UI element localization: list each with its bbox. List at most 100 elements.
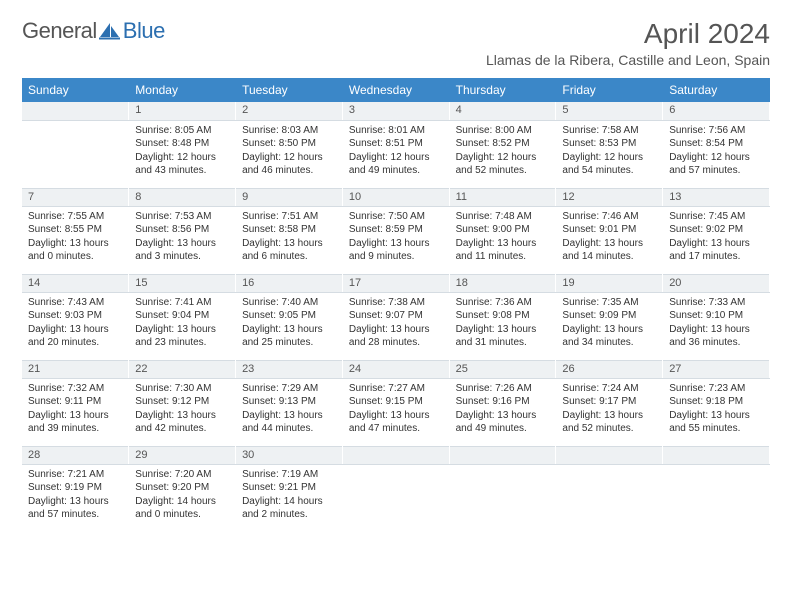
day-content-cell: Sunrise: 8:05 AMSunset: 8:48 PMDaylight:… xyxy=(129,120,236,188)
day-content-cell xyxy=(22,120,129,188)
day-content-cell xyxy=(449,464,556,532)
day-detail-line: and 57 minutes. xyxy=(28,508,122,522)
day-content-cell: Sunrise: 7:58 AMSunset: 8:53 PMDaylight:… xyxy=(556,120,663,188)
day-content-row: Sunrise: 7:21 AMSunset: 9:19 PMDaylight:… xyxy=(22,464,770,532)
day-detail-line: Sunset: 8:50 PM xyxy=(242,137,336,151)
day-content-cell xyxy=(342,464,449,532)
day-detail-line: and 47 minutes. xyxy=(349,422,443,436)
day-detail-line: Sunset: 9:12 PM xyxy=(135,395,229,409)
day-detail-line: Sunrise: 7:33 AM xyxy=(669,296,763,310)
day-number-cell: 6 xyxy=(663,102,770,120)
day-detail-line: Sunrise: 7:56 AM xyxy=(669,124,763,138)
day-detail-line: and 23 minutes. xyxy=(135,336,229,350)
day-content-cell: Sunrise: 7:21 AMSunset: 9:19 PMDaylight:… xyxy=(22,464,129,532)
day-detail-line: Sunset: 8:56 PM xyxy=(135,223,229,237)
day-detail-line: Sunrise: 7:29 AM xyxy=(242,382,336,396)
day-detail-line: Daylight: 12 hours xyxy=(562,151,656,165)
day-number-cell: 28 xyxy=(22,446,129,464)
day-detail-line: Daylight: 12 hours xyxy=(456,151,550,165)
day-detail-line: Sunset: 9:09 PM xyxy=(562,309,656,323)
day-detail-line: Sunset: 8:59 PM xyxy=(349,223,443,237)
day-content-cell: Sunrise: 7:30 AMSunset: 9:12 PMDaylight:… xyxy=(129,378,236,446)
day-detail-line: Sunset: 8:54 PM xyxy=(669,137,763,151)
day-detail-line: Sunset: 9:20 PM xyxy=(135,481,229,495)
day-detail-line: Sunset: 9:21 PM xyxy=(242,481,336,495)
day-detail-line: Sunrise: 7:51 AM xyxy=(242,210,336,224)
day-detail-line: and 2 minutes. xyxy=(242,508,336,522)
day-content-cell: Sunrise: 7:23 AMSunset: 9:18 PMDaylight:… xyxy=(663,378,770,446)
weekday-header: Saturday xyxy=(663,78,770,102)
day-number-cell: 21 xyxy=(22,360,129,378)
day-detail-line: Sunset: 8:55 PM xyxy=(28,223,122,237)
day-detail-line: Sunset: 9:15 PM xyxy=(349,395,443,409)
day-detail-line: Sunrise: 7:40 AM xyxy=(242,296,336,310)
day-number-cell: 24 xyxy=(342,360,449,378)
day-detail-line: Sunset: 8:53 PM xyxy=(562,137,656,151)
day-detail-line: Daylight: 13 hours xyxy=(349,409,443,423)
day-number-cell: 5 xyxy=(556,102,663,120)
day-content-cell: Sunrise: 7:50 AMSunset: 8:59 PMDaylight:… xyxy=(342,206,449,274)
day-detail-line: Daylight: 13 hours xyxy=(28,495,122,509)
day-number-row: 78910111213 xyxy=(22,188,770,206)
logo-text-1: General xyxy=(22,18,97,44)
day-detail-line: Sunrise: 7:19 AM xyxy=(242,468,336,482)
day-detail-line: Daylight: 13 hours xyxy=(242,409,336,423)
day-content-cell: Sunrise: 7:48 AMSunset: 9:00 PMDaylight:… xyxy=(449,206,556,274)
day-number-cell: 3 xyxy=(342,102,449,120)
day-detail-line: Daylight: 13 hours xyxy=(456,323,550,337)
day-detail-line: Daylight: 13 hours xyxy=(28,323,122,337)
day-detail-line: Sunrise: 7:27 AM xyxy=(349,382,443,396)
day-number-cell: 30 xyxy=(236,446,343,464)
day-detail-line: and 14 minutes. xyxy=(562,250,656,264)
day-detail-line: Daylight: 13 hours xyxy=(562,409,656,423)
day-detail-line: Daylight: 13 hours xyxy=(242,323,336,337)
day-number-cell xyxy=(556,446,663,464)
day-detail-line: Sunrise: 7:38 AM xyxy=(349,296,443,310)
day-content-cell: Sunrise: 7:32 AMSunset: 9:11 PMDaylight:… xyxy=(22,378,129,446)
day-detail-line: Sunrise: 7:26 AM xyxy=(456,382,550,396)
day-content-cell: Sunrise: 7:56 AMSunset: 8:54 PMDaylight:… xyxy=(663,120,770,188)
day-content-cell: Sunrise: 7:41 AMSunset: 9:04 PMDaylight:… xyxy=(129,292,236,360)
day-detail-line: and 52 minutes. xyxy=(562,422,656,436)
day-detail-line: and 49 minutes. xyxy=(456,422,550,436)
day-content-cell: Sunrise: 7:19 AMSunset: 9:21 PMDaylight:… xyxy=(236,464,343,532)
day-detail-line: Sunset: 9:13 PM xyxy=(242,395,336,409)
day-number-cell: 2 xyxy=(236,102,343,120)
day-number-cell: 26 xyxy=(556,360,663,378)
day-content-cell: Sunrise: 8:03 AMSunset: 8:50 PMDaylight:… xyxy=(236,120,343,188)
day-number-row: 14151617181920 xyxy=(22,274,770,292)
weekday-header: Sunday xyxy=(22,78,129,102)
day-detail-line: and 57 minutes. xyxy=(669,164,763,178)
day-number-cell: 16 xyxy=(236,274,343,292)
weekday-header: Wednesday xyxy=(342,78,449,102)
day-content-cell: Sunrise: 7:35 AMSunset: 9:09 PMDaylight:… xyxy=(556,292,663,360)
day-number-cell: 9 xyxy=(236,188,343,206)
day-number-cell: 20 xyxy=(663,274,770,292)
day-detail-line: Daylight: 12 hours xyxy=(669,151,763,165)
day-number-cell: 13 xyxy=(663,188,770,206)
day-detail-line: Sunset: 9:19 PM xyxy=(28,481,122,495)
day-content-cell: Sunrise: 8:00 AMSunset: 8:52 PMDaylight:… xyxy=(449,120,556,188)
day-detail-line: Daylight: 14 hours xyxy=(242,495,336,509)
day-detail-line: Sunrise: 8:05 AM xyxy=(135,124,229,138)
day-detail-line: Daylight: 13 hours xyxy=(242,237,336,251)
day-number-cell: 14 xyxy=(22,274,129,292)
day-detail-line: and 42 minutes. xyxy=(135,422,229,436)
day-detail-line: Sunset: 8:48 PM xyxy=(135,137,229,151)
day-detail-line: Sunset: 9:10 PM xyxy=(669,309,763,323)
day-detail-line: Sunrise: 7:21 AM xyxy=(28,468,122,482)
day-content-cell: Sunrise: 7:29 AMSunset: 9:13 PMDaylight:… xyxy=(236,378,343,446)
day-content-cell xyxy=(556,464,663,532)
day-content-cell: Sunrise: 7:51 AMSunset: 8:58 PMDaylight:… xyxy=(236,206,343,274)
day-detail-line: Daylight: 14 hours xyxy=(135,495,229,509)
day-detail-line: Daylight: 13 hours xyxy=(349,237,443,251)
day-detail-line: and 20 minutes. xyxy=(28,336,122,350)
day-content-cell: Sunrise: 7:46 AMSunset: 9:01 PMDaylight:… xyxy=(556,206,663,274)
calendar-table: SundayMondayTuesdayWednesdayThursdayFrid… xyxy=(22,78,770,532)
logo: General Blue xyxy=(22,18,165,44)
day-detail-line: and 54 minutes. xyxy=(562,164,656,178)
day-detail-line: and 46 minutes. xyxy=(242,164,336,178)
day-number-cell: 10 xyxy=(342,188,449,206)
day-content-row: Sunrise: 8:05 AMSunset: 8:48 PM Daylight:… xyxy=(22,120,770,188)
day-number-cell: 4 xyxy=(449,102,556,120)
